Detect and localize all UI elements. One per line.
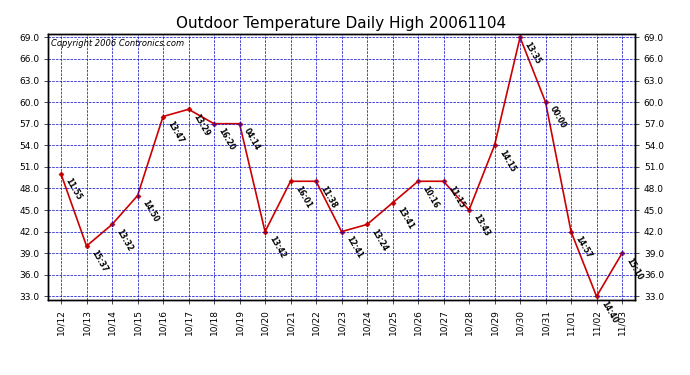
Text: 13:29: 13:29 [191,112,211,138]
Text: 14:40: 14:40 [600,299,619,325]
Text: Copyright 2006 Contronics.com: Copyright 2006 Contronics.com [51,39,184,48]
Text: 11:55: 11:55 [64,177,83,202]
Text: 16:01: 16:01 [293,184,313,210]
Text: 11:38: 11:38 [319,184,339,210]
Text: 13:43: 13:43 [472,213,492,238]
Text: 12:41: 12:41 [344,234,364,260]
Text: 13:42: 13:42 [268,234,288,260]
Title: Outdoor Temperature Daily High 20061104: Outdoor Temperature Daily High 20061104 [177,16,506,31]
Text: 14:57: 14:57 [574,234,593,260]
Text: 11:15: 11:15 [446,184,466,209]
Text: 13:32: 13:32 [115,227,135,253]
Text: 00:00: 00:00 [549,105,568,130]
Text: 13:35: 13:35 [523,40,542,65]
Text: 10:16: 10:16 [421,184,441,210]
Text: 13:24: 13:24 [370,227,390,253]
Text: 04:14: 04:14 [242,126,262,152]
Text: 16:20: 16:20 [217,126,237,152]
Text: 13:41: 13:41 [395,206,415,231]
Text: 14:50: 14:50 [140,198,160,224]
Text: 14:15: 14:15 [497,148,517,173]
Text: 15:37: 15:37 [89,249,109,274]
Text: 15:10: 15:10 [625,256,644,281]
Text: 13:47: 13:47 [166,119,186,145]
